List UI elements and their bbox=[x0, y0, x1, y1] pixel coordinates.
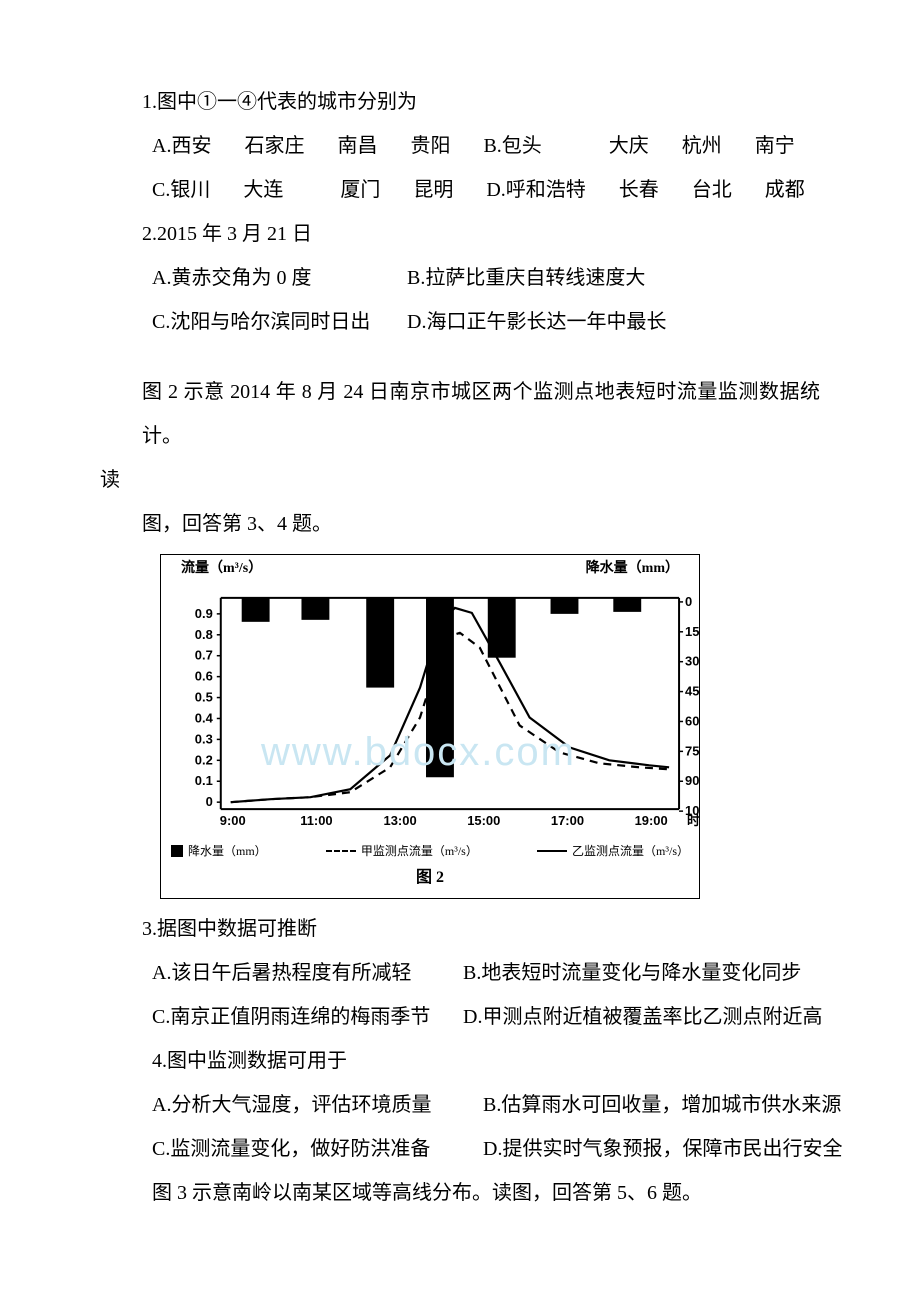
legend-yi-label: 乙监测点流量（m³/s） bbox=[572, 844, 689, 858]
intro-34-line1: 图 2 示意 2014 年 8 月 24 日南京市城区两个监测点地表短时流量监测… bbox=[100, 370, 820, 458]
q2-stem: 2.2015 年 3 月 21 日 bbox=[100, 212, 820, 256]
intro-56: 图 3 示意南岭以南某区域等高线分布。读图，回答第 5、6 题。 bbox=[100, 1171, 820, 1215]
q4-stem: 4.图中监测数据可用于 bbox=[100, 1039, 820, 1083]
q2-opts-row1: A.黄赤交角为 0 度 B.拉萨比重庆自转线速度大 bbox=[100, 256, 820, 300]
q1-opts-row1: A.西安 石家庄 南昌 贵阳 B.包头 大庆 杭州 南宁 bbox=[100, 124, 820, 168]
svg-text:15:00: 15:00 bbox=[467, 813, 500, 828]
svg-text:75: 75 bbox=[685, 743, 699, 758]
q3-d: D.甲测点附近植被覆盖率比乙测点附近高 bbox=[463, 1006, 822, 1028]
svg-text:9:00: 9:00 bbox=[220, 813, 246, 828]
q1-c-0: C.银川 bbox=[152, 179, 210, 201]
q1-b-3: 南宁 bbox=[755, 135, 795, 157]
y-right-label: 降水量（mm） bbox=[586, 561, 679, 578]
svg-text:0.5: 0.5 bbox=[195, 689, 213, 704]
q2-stem-text: 2.2015 年 3 月 21 日 bbox=[142, 223, 312, 245]
legend-yi: 乙监测点流量（m³/s） bbox=[537, 844, 689, 858]
y-left-label: 流量（m³/s） bbox=[181, 561, 262, 578]
svg-text:0.4: 0.4 bbox=[195, 710, 214, 725]
figure-2: 流量（m³/s） 降水量（mm） www.bdocx.com 0.90.80.7… bbox=[160, 554, 700, 899]
legend-jia-label: 甲监测点流量（m³/s） bbox=[361, 844, 478, 858]
intro-34-du: 读 bbox=[100, 458, 820, 502]
figure-caption: 图 2 bbox=[161, 866, 699, 898]
q1-opts-row2: C.银川 大连 厦门 昆明 D.呼和浩特 长春 台北 成都 bbox=[100, 168, 820, 212]
svg-text:0.9: 0.9 bbox=[195, 606, 213, 621]
figure-axis-labels-top: 流量（m³/s） 降水量（mm） bbox=[161, 555, 699, 578]
svg-text:0.1: 0.1 bbox=[195, 773, 213, 788]
q1-c-1: 大连 bbox=[243, 179, 283, 201]
q1-b-1: 大庆 bbox=[609, 135, 649, 157]
svg-text:0: 0 bbox=[685, 594, 692, 609]
legend-precip-label: 降水量（mm） bbox=[188, 844, 267, 858]
intro34-main: 图 2 示意 2014 年 8 月 24 日南京市城区两个监测点地表短时流量监测… bbox=[142, 381, 820, 447]
q4-opts-row1: A.分析大气湿度，评估环境质量 B.估算雨水可回收量，增加城市供水来源 bbox=[100, 1083, 820, 1127]
svg-text:0.8: 0.8 bbox=[195, 627, 213, 642]
q2-b: B.拉萨比重庆自转线速度大 bbox=[407, 267, 645, 289]
legend-precip: 降水量（mm） bbox=[171, 844, 267, 858]
q1-a-1: 石家庄 bbox=[244, 135, 304, 157]
svg-text:15: 15 bbox=[685, 624, 699, 639]
q1-b-2: 杭州 bbox=[682, 135, 722, 157]
q1-stem-text: 1.图中①一④代表的城市分别为 bbox=[142, 91, 417, 113]
svg-text:30: 30 bbox=[685, 653, 699, 668]
intro34-line2-text: 图，回答第 3、4 题。 bbox=[142, 513, 332, 535]
svg-text:90: 90 bbox=[685, 773, 699, 788]
q4-stem-text: 4.图中监测数据可用于 bbox=[152, 1050, 347, 1072]
q1-d-3: 成都 bbox=[765, 179, 805, 201]
q4-b: B.估算雨水可回收量，增加城市供水来源 bbox=[483, 1094, 841, 1116]
q4-opts-row2: C.监测流量变化，做好防洪准备 D.提供实时气象预报，保障市民出行安全 bbox=[100, 1127, 820, 1171]
q3-opts-row2: C.南京正值阴雨连绵的梅雨季节 D.甲测点附近植被覆盖率比乙测点附近高 bbox=[100, 995, 820, 1039]
intro-34-line2: 图，回答第 3、4 题。 bbox=[100, 502, 820, 546]
q3-c: C.南京正值阴雨连绵的梅雨季节 bbox=[152, 995, 458, 1039]
q3-opts-row1: A.该日午后暑热程度有所减轻 B.地表短时流量变化与降水量变化同步 bbox=[100, 951, 820, 995]
q1-d-1: 长春 bbox=[619, 179, 659, 201]
svg-text:0.2: 0.2 bbox=[195, 752, 213, 767]
q1-stem: 1.图中①一④代表的城市分别为 bbox=[100, 80, 820, 124]
q2-a: A.黄赤交角为 0 度 bbox=[152, 256, 402, 300]
q1-c-3: 昆明 bbox=[413, 179, 453, 201]
q4-a: A.分析大气湿度，评估环境质量 bbox=[152, 1083, 478, 1127]
svg-text:11:00: 11:00 bbox=[300, 813, 332, 828]
intro34-du-text: 读 bbox=[100, 469, 120, 491]
legend-yi-icon bbox=[537, 850, 567, 852]
figure-svg: 0.9 0.8 0.7 0.6 0.5 0.4 0.3 0.2 0.1 0 0 15 30 45 60 75… bbox=[161, 578, 699, 837]
q1-a-0: A.西安 bbox=[152, 135, 211, 157]
legend-jia: 甲监测点流量（m³/s） bbox=[326, 844, 478, 858]
x-axis-label: 时间 bbox=[687, 813, 699, 828]
q2-c: C.沈阳与哈尔滨同时日出 bbox=[152, 300, 402, 344]
q4-d: D.提供实时气象预报，保障市民出行安全 bbox=[483, 1138, 842, 1160]
q1-d-0: D.呼和浩特 bbox=[486, 179, 585, 201]
svg-text:0.6: 0.6 bbox=[195, 668, 213, 683]
svg-text:60: 60 bbox=[685, 713, 699, 728]
q1-a-2: 南昌 bbox=[337, 135, 377, 157]
q2-d: D.海口正午影长达一年中最长 bbox=[407, 311, 666, 333]
q1-a-3: 贵阳 bbox=[410, 135, 450, 157]
svg-text:0.7: 0.7 bbox=[195, 647, 213, 662]
q3-b: B.地表短时流量变化与降水量变化同步 bbox=[463, 962, 801, 984]
svg-text:0: 0 bbox=[206, 794, 213, 809]
q1-d-2: 台北 bbox=[692, 179, 732, 201]
svg-text:19:00: 19:00 bbox=[635, 813, 668, 828]
svg-text:0.3: 0.3 bbox=[195, 731, 213, 746]
svg-text:45: 45 bbox=[685, 683, 699, 698]
legend-precip-icon bbox=[171, 845, 183, 857]
q3-stem-text: 3.据图中数据可推断 bbox=[142, 918, 317, 940]
q4-c: C.监测流量变化，做好防洪准备 bbox=[152, 1127, 478, 1171]
figure-plot-area: www.bdocx.com 0.90.80.70.60.50.40.30.20.… bbox=[161, 578, 699, 838]
intro56-text: 图 3 示意南岭以南某区域等高线分布。读图，回答第 5、6 题。 bbox=[152, 1182, 702, 1204]
q1-c-2: 厦门 bbox=[340, 179, 380, 201]
q2-opts-row2: C.沈阳与哈尔滨同时日出 D.海口正午影长达一年中最长 bbox=[100, 300, 820, 344]
q1-b-0: B.包头 bbox=[483, 135, 541, 157]
q3-a: A.该日午后暑热程度有所减轻 bbox=[152, 951, 458, 995]
q3-stem: 3.据图中数据可推断 bbox=[100, 907, 820, 951]
svg-text:17:00: 17:00 bbox=[551, 813, 584, 828]
figure-legend: 降水量（mm） 甲监测点流量（m³/s） 乙监测点流量（m³/s） bbox=[161, 838, 699, 866]
legend-jia-icon bbox=[326, 850, 356, 852]
svg-text:13:00: 13:00 bbox=[384, 813, 417, 828]
